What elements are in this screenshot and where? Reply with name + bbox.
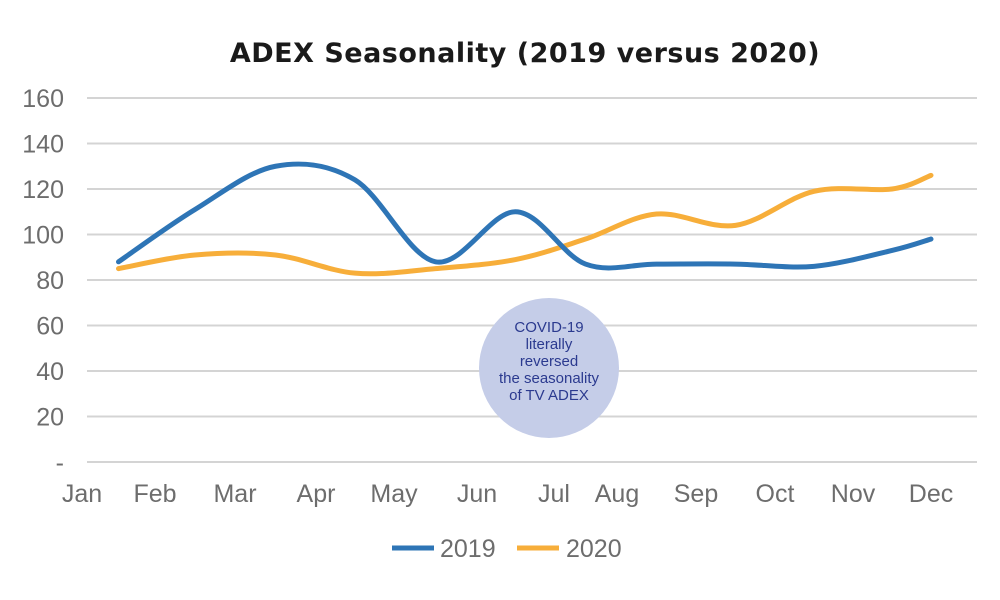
annotation-text: reversed — [520, 353, 578, 370]
annotation-text: the seasonality — [499, 370, 600, 387]
gridlines — [87, 97, 977, 463]
x-tick-label: Mar — [213, 480, 256, 508]
x-tick-label: Jun — [457, 480, 497, 508]
y-tick-label: 100 — [22, 222, 64, 250]
x-axis-ticks: Jan Feb Mar Apr May Jun Jul Aug Sep Oct Nov Dec — [62, 480, 953, 508]
series-line-2020 — [116, 172, 934, 277]
chart-title: ADEX Seasonality (2019 versus 2020) — [230, 38, 820, 69]
x-tick-label: Sep — [674, 480, 718, 508]
x-tick-label: Dec — [909, 480, 953, 508]
x-tick-label: Feb — [133, 480, 176, 508]
legend-label-2019: 2019 — [440, 535, 496, 563]
x-tick-label: Jan — [62, 480, 102, 508]
annotation-text: COVID-19 — [514, 319, 583, 336]
y-tick-label: 80 — [36, 267, 64, 295]
y-tick-label: 120 — [22, 176, 64, 204]
y-tick-label: - — [56, 449, 64, 477]
x-tick-label: Oct — [756, 480, 795, 508]
x-tick-label: Aug — [595, 480, 639, 508]
annotation-bubble — [479, 298, 619, 438]
annotation-text: literally — [526, 336, 573, 353]
legend-label-2020: 2020 — [566, 535, 622, 563]
y-tick-label: 60 — [36, 313, 64, 341]
y-tick-label: 40 — [36, 358, 64, 386]
series-line-2019 — [116, 161, 934, 271]
y-tick-label: 140 — [22, 131, 64, 159]
series-lines — [116, 161, 934, 277]
legend: 2019 2020 — [392, 535, 622, 563]
x-tick-label: Apr — [297, 480, 336, 508]
x-tick-label: Jul — [538, 480, 570, 508]
x-tick-label: Nov — [831, 480, 876, 508]
y-tick-label: 160 — [22, 85, 64, 113]
y-tick-label: 20 — [36, 404, 64, 432]
annotation-text: of TV ADEX — [509, 387, 589, 404]
x-tick-label: May — [370, 480, 418, 508]
y-axis-ticks: - 20 40 60 80 100 120 140 160 — [22, 85, 64, 477]
